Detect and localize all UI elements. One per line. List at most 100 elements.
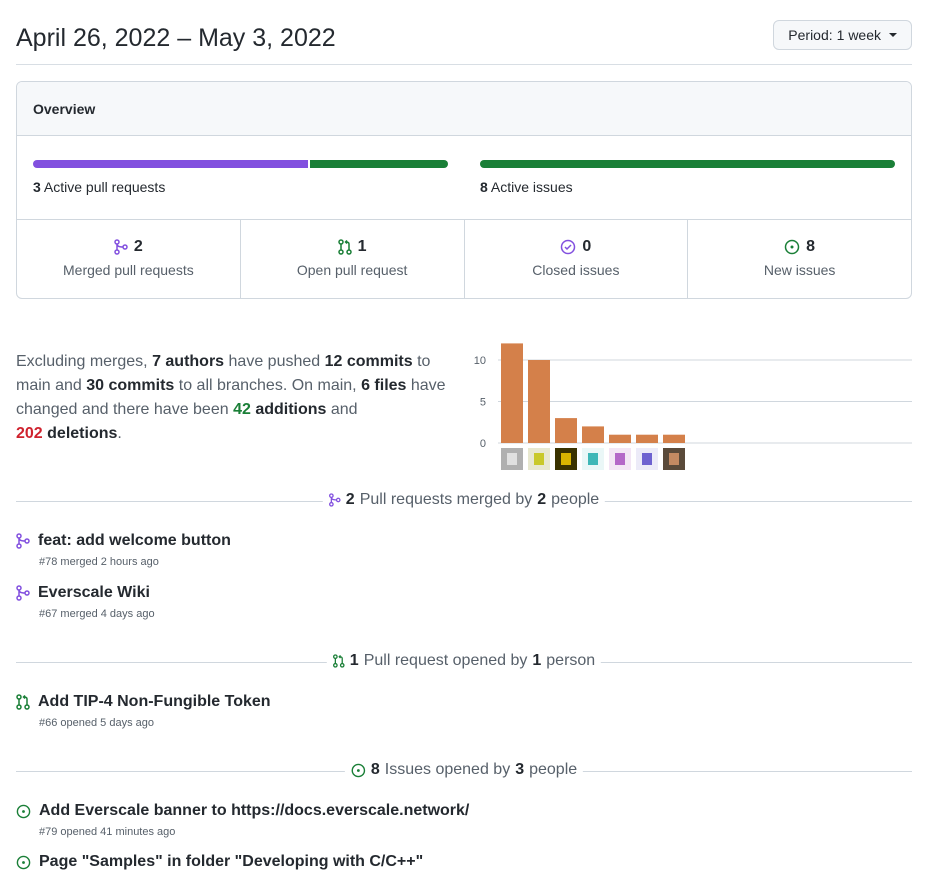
stat-open-label: Open pull request xyxy=(296,262,408,278)
summary-text: to main and xyxy=(16,353,431,394)
caret-down-icon xyxy=(889,33,897,37)
chart-bar[interactable] xyxy=(555,418,577,443)
active-issue-label: Active issues xyxy=(490,179,573,195)
overview-card: Overview 3 Active pull requests 8 Active… xyxy=(16,81,912,299)
opened-section-suffix: person xyxy=(546,652,596,669)
summary-text: to all branches. On main, xyxy=(174,377,362,394)
contributor-avatar[interactable] xyxy=(582,448,604,470)
issue-opened-icon xyxy=(16,804,31,818)
opened-section-text: Pull request opened by xyxy=(363,652,528,669)
pr-title-link[interactable]: Everscale Wiki xyxy=(38,584,150,601)
contributor-avatar[interactable] xyxy=(528,448,550,470)
list-item: Page "Samples" in folder "Developing wit… xyxy=(16,853,912,871)
git-merge-icon xyxy=(16,533,30,549)
pr-title-link[interactable]: Add TIP-4 Non-Fungible Token xyxy=(38,693,271,710)
contributor-avatar[interactable] xyxy=(555,448,577,470)
stat-merged-label: Merged pull requests xyxy=(63,262,194,278)
issues-divider: 8 Issues opened by 3 people xyxy=(16,761,912,781)
list-item: Add TIP-4 Non-Fungible Token #66 opened … xyxy=(16,693,912,729)
active-issue-count: 8 xyxy=(480,179,488,195)
period-label: Period: xyxy=(788,27,833,43)
summary-additions-count: 42 xyxy=(233,401,251,418)
git-pull-request-icon xyxy=(16,694,30,710)
overview-bars: 3 Active pull requests 8 Active issues xyxy=(17,136,911,220)
contributor-avatar[interactable] xyxy=(609,448,631,470)
pr-title-link[interactable]: feat: add welcome button xyxy=(38,532,231,549)
stat-closed-issues[interactable]: 0 Closed issues xyxy=(465,220,689,298)
issue-progress-bar[interactable] xyxy=(480,160,895,168)
merged-section-suffix: people xyxy=(551,491,600,508)
summary-commits-all: 30 commits xyxy=(86,377,175,394)
summary-files: 6 files xyxy=(361,377,407,394)
pr-meta: #78 merged 2 hours ago xyxy=(39,556,159,568)
chart-bar[interactable] xyxy=(501,343,523,443)
issue-bar-caption[interactable]: 8 Active issues xyxy=(480,179,573,195)
chart-tick-label: 5 xyxy=(480,397,486,409)
summary-authors: 7 authors xyxy=(152,353,225,370)
pr-meta: #67 merged 4 days ago xyxy=(39,608,155,620)
stat-new-value: 8 xyxy=(806,238,816,255)
overview-stats: 2 Merged pull requests 1 Open pull reque… xyxy=(17,220,911,298)
period-value: 1 week xyxy=(836,27,881,43)
stat-closed-label: Closed issues xyxy=(532,262,620,278)
issue-opened-icon xyxy=(784,239,800,255)
contributor-avatar[interactable] xyxy=(636,448,658,470)
summary-commits-main: 12 commits xyxy=(324,353,413,370)
list-item: Add Everscale banner to https://docs.eve… xyxy=(16,802,912,838)
stat-merged-prs[interactable]: 2 Merged pull requests xyxy=(17,220,241,298)
issues-section-people: 3 xyxy=(515,761,525,778)
chart-bar[interactable] xyxy=(636,434,658,443)
pr-meta: #66 opened 5 days ago xyxy=(39,717,154,729)
opened-prs-divider: 1 Pull request opened by 1 person xyxy=(16,652,912,672)
chart-bar[interactable] xyxy=(528,360,550,443)
git-pull-request-icon xyxy=(337,239,352,255)
chart-bar[interactable] xyxy=(582,426,604,443)
issue-opened-icon xyxy=(351,763,366,777)
summary-additions-word: additions xyxy=(250,401,327,418)
issue-open-segment xyxy=(480,160,895,168)
contributors-chart: 0 5 10 xyxy=(474,343,912,470)
chart-tick-label: 0 xyxy=(480,438,486,450)
merged-prs-divider: 2 Pull requests merged by 2 people xyxy=(16,491,912,511)
stat-closed-value: 0 xyxy=(582,238,592,255)
summary-text: and xyxy=(326,401,358,418)
summary-text: . xyxy=(117,425,122,442)
list-item: Everscale Wiki #67 merged 4 days ago xyxy=(16,584,912,620)
issue-closed-icon xyxy=(561,239,576,255)
contributor-avatar[interactable] xyxy=(663,448,685,470)
stat-new-issues[interactable]: 8 New issues xyxy=(688,220,911,298)
summary-text: have pushed xyxy=(224,353,325,370)
stat-merged-value: 2 xyxy=(133,238,143,255)
chart-bar[interactable] xyxy=(663,434,685,443)
summary-deletions-count: 202 xyxy=(16,425,43,442)
pr-bar-caption[interactable]: 3 Active pull requests xyxy=(33,179,165,195)
issue-title-link[interactable]: Page "Samples" in folder "Developing wit… xyxy=(39,853,424,870)
issue-opened-icon xyxy=(16,855,31,869)
active-pr-count: 3 xyxy=(33,179,41,195)
issue-title-link[interactable]: Add Everscale banner to https://docs.eve… xyxy=(39,802,470,819)
chart-tick-label: 10 xyxy=(474,355,486,367)
stat-open-prs[interactable]: 1 Open pull request xyxy=(241,220,465,298)
summary-deletions-word: deletions xyxy=(42,425,118,442)
overview-header: Overview xyxy=(17,82,911,136)
header-divider xyxy=(16,64,912,65)
issues-section-suffix: people xyxy=(529,761,578,778)
pr-open-segment xyxy=(310,160,448,168)
opened-section-people: 1 xyxy=(532,652,542,669)
contributor-avatar[interactable] xyxy=(501,448,523,470)
issues-section-text: Issues opened by xyxy=(384,761,511,778)
pr-progress-bar[interactable] xyxy=(33,160,448,168)
chart-bar[interactable] xyxy=(609,434,631,443)
git-merge-icon xyxy=(114,239,128,255)
git-merge-icon xyxy=(329,493,341,507)
pr-merged-segment xyxy=(33,160,309,168)
list-item: feat: add welcome button #78 merged 2 ho… xyxy=(16,532,912,568)
git-pull-request-icon xyxy=(333,654,345,668)
active-pr-label: Active pull requests xyxy=(43,179,166,195)
commit-summary: Excluding merges, 7 authors have pushed … xyxy=(16,350,456,446)
stat-open-value: 1 xyxy=(357,238,367,255)
overview-title: Overview xyxy=(33,100,96,117)
period-dropdown-button[interactable]: Period: 1 week xyxy=(773,20,912,50)
header: April 26, 2022 – May 3, 2022 Period: 1 w… xyxy=(16,18,912,58)
summary-text: Excluding merges, xyxy=(16,353,153,370)
